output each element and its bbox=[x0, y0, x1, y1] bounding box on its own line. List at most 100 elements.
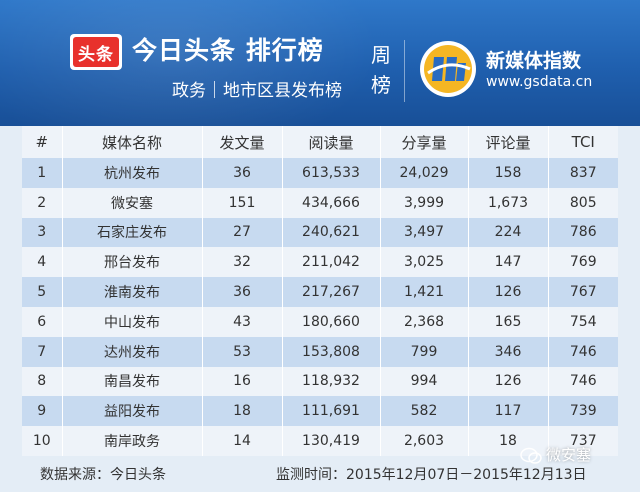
cell-shares: 799 bbox=[380, 336, 469, 367]
cell-posts: 27 bbox=[202, 217, 283, 248]
cell-tci: 739 bbox=[548, 396, 618, 427]
cell-posts: 53 bbox=[202, 336, 283, 367]
cell-shares: 3,025 bbox=[380, 247, 469, 278]
partner-name: 新媒体指数 bbox=[486, 50, 582, 72]
cell-reads: 240,621 bbox=[282, 217, 381, 248]
cell-rank: 6 bbox=[22, 306, 63, 337]
toutiao-logo-text: 头条 bbox=[73, 37, 119, 67]
cell-tci: 769 bbox=[548, 247, 618, 278]
page-subtitle: 政务｜地市区县发布榜 bbox=[172, 81, 342, 101]
cell-rank: 2 bbox=[22, 187, 63, 218]
cell-rank: 1 bbox=[22, 158, 63, 188]
cell-media-name: 邢台发布 bbox=[62, 247, 203, 278]
cell-comments: 224 bbox=[468, 217, 549, 248]
cell-tci: 767 bbox=[548, 277, 618, 307]
col-header-posts: 发文量 bbox=[202, 126, 283, 158]
col-header-shares: 分享量 bbox=[380, 126, 469, 158]
cell-comments: 147 bbox=[468, 247, 549, 278]
cell-rank: 5 bbox=[22, 277, 63, 307]
cell-reads: 153,808 bbox=[282, 336, 381, 367]
watermark-text: 微安塞 bbox=[546, 446, 592, 464]
cell-tci: 805 bbox=[548, 187, 618, 218]
cell-media-name: 杭州发布 bbox=[62, 158, 203, 188]
cell-comments: 346 bbox=[468, 336, 549, 367]
period-type-label: 周榜 bbox=[371, 43, 391, 97]
table-row: 8 南昌发布 16 118,932 994 126 746 bbox=[22, 366, 618, 397]
cell-rank: 4 bbox=[22, 247, 63, 278]
cell-reads: 118,932 bbox=[282, 366, 381, 397]
watermark: 微安塞 bbox=[520, 444, 591, 465]
cell-reads: 211,042 bbox=[282, 247, 381, 278]
col-header-rank: # bbox=[22, 126, 63, 158]
cell-media-name: 达州发布 bbox=[62, 336, 203, 367]
ranking-table: # 媒体名称 发文量 阅读量 分享量 评论量 TCI 1 杭州发布 36 613,53… bbox=[22, 126, 618, 456]
table-row: 2 微安塞 151 434,666 3,999 1,673 805 bbox=[22, 187, 618, 218]
cell-tci: 737 bbox=[548, 426, 618, 456]
cell-media-name: 石家庄发布 bbox=[62, 217, 203, 248]
cell-media-name: 中山发布 bbox=[62, 306, 203, 337]
cell-reads: 217,267 bbox=[282, 277, 381, 307]
cell-posts: 18 bbox=[202, 396, 283, 427]
cell-media-name: 微安塞 bbox=[62, 187, 203, 218]
table-row: 9 益阳发布 18 111,691 582 117 739 bbox=[22, 396, 618, 427]
cell-shares: 1,421 bbox=[380, 277, 469, 307]
table-row: 4 邢台发布 32 211,042 3,025 147 769 bbox=[22, 247, 618, 278]
cell-posts: 14 bbox=[202, 426, 283, 456]
cell-rank: 8 bbox=[22, 366, 63, 397]
cell-rank: 7 bbox=[22, 336, 63, 367]
cell-tci: 837 bbox=[548, 158, 618, 188]
table-row: 3 石家庄发布 27 240,621 3,497 224 786 bbox=[22, 217, 618, 248]
cell-rank: 9 bbox=[22, 396, 63, 427]
data-source: 数据来源：今日头条 bbox=[40, 467, 166, 483]
cell-rank: 10 bbox=[22, 426, 63, 456]
col-header-tci: TCI bbox=[548, 126, 618, 158]
cell-tci: 786 bbox=[548, 217, 618, 248]
ranking-table-area: # 媒体名称 发文量 阅读量 分享量 评论量 TCI 1 杭州发布 36 613,53… bbox=[22, 126, 618, 456]
cell-comments: 117 bbox=[468, 396, 549, 427]
cell-posts: 36 bbox=[202, 277, 283, 307]
cell-tci: 754 bbox=[548, 306, 618, 337]
wechat-icon bbox=[520, 447, 542, 464]
cell-posts: 36 bbox=[202, 158, 283, 188]
cell-tci: 746 bbox=[548, 336, 618, 367]
header-divider bbox=[404, 40, 405, 102]
col-header-reads: 阅读量 bbox=[282, 126, 381, 158]
cell-comments: 126 bbox=[468, 366, 549, 397]
cell-media-name: 淮南发布 bbox=[62, 277, 203, 307]
cell-shares: 3,999 bbox=[380, 187, 469, 218]
cell-posts: 16 bbox=[202, 366, 283, 397]
cell-comments: 165 bbox=[468, 306, 549, 337]
cell-tci: 746 bbox=[548, 366, 618, 397]
col-header-media-name: 媒体名称 bbox=[62, 126, 203, 158]
col-header-comments: 评论量 bbox=[468, 126, 549, 158]
cell-posts: 151 bbox=[202, 187, 283, 218]
table-row: 7 达州发布 53 153,808 799 346 746 bbox=[22, 336, 618, 367]
header-banner: 头条 今日头条 排行榜 政务｜地市区县发布榜 周榜 新媒体指数 www.gsda… bbox=[0, 0, 640, 126]
cell-shares: 994 bbox=[380, 366, 469, 397]
toutiao-logo: 头条 bbox=[70, 34, 122, 70]
cell-comments: 1,673 bbox=[468, 187, 549, 218]
cell-shares: 24,029 bbox=[380, 158, 469, 188]
table-row: 6 中山发布 43 180,660 2,368 165 754 bbox=[22, 306, 618, 337]
table-row: 5 淮南发布 36 217,267 1,421 126 767 bbox=[22, 277, 618, 307]
cell-media-name: 南昌发布 bbox=[62, 366, 203, 397]
cell-comments: 158 bbox=[468, 158, 549, 188]
cell-media-name: 南岸政务 bbox=[62, 426, 203, 456]
cell-reads: 434,666 bbox=[282, 187, 381, 218]
gsdata-logo-icon bbox=[420, 41, 476, 97]
cell-reads: 613,533 bbox=[282, 158, 381, 188]
cell-shares: 2,603 bbox=[380, 426, 469, 456]
partner-url: www.gsdata.cn bbox=[486, 74, 593, 90]
cell-shares: 2,368 bbox=[380, 306, 469, 337]
monitor-period: 监测时间：2015年12月07日－2015年12月13日 bbox=[276, 467, 587, 483]
table-row: 10 南岸政务 14 130,419 2,603 18 737 bbox=[22, 426, 618, 456]
table-header-row: # 媒体名称 发文量 阅读量 分享量 评论量 TCI bbox=[22, 126, 618, 158]
cell-posts: 32 bbox=[202, 247, 283, 278]
table-row: 1 杭州发布 36 613,533 24,029 158 837 bbox=[22, 158, 618, 188]
cell-comments: 126 bbox=[468, 277, 549, 307]
cell-shares: 3,497 bbox=[380, 217, 469, 248]
cell-reads: 111,691 bbox=[282, 396, 381, 427]
cell-reads: 180,660 bbox=[282, 306, 381, 337]
page-title: 今日头条 排行榜 bbox=[132, 36, 324, 65]
